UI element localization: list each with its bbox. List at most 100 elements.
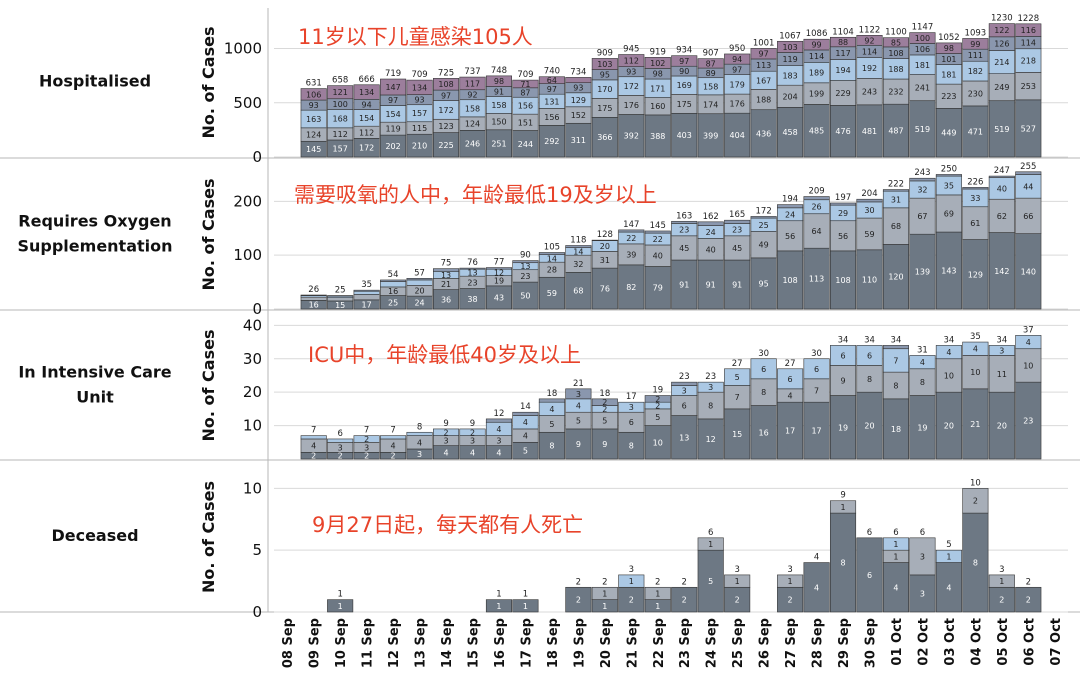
panel-3-segment-label: 10: [1023, 361, 1033, 370]
panel-3-segment-label: 3: [629, 403, 634, 412]
panel-2-segment-label: 22: [626, 234, 636, 243]
panel-3-segment-label: 4: [417, 438, 422, 447]
panel-1-bar-segment: [591, 58, 618, 70]
panel-2-segment-label: 16: [309, 301, 319, 310]
panel-1-bar-segment: [803, 38, 830, 51]
panel-1-segment-label: 199: [809, 90, 824, 99]
panel-2-bar-segment: [724, 259, 751, 310]
panel-1-segment-label: 97: [441, 91, 451, 100]
panel-4-total-label: 2: [655, 577, 660, 587]
panel-3-segment-label: 2: [391, 452, 396, 461]
panel-3-segment-label: 3: [470, 437, 475, 446]
panel-3-bar-segment: [750, 358, 777, 380]
panel-3-segment-label: 4: [311, 442, 316, 451]
panel-1-y-tick-label: 500: [233, 94, 262, 112]
panel-2-segment-label: 20: [600, 242, 610, 251]
panel-3-total-label: 7: [390, 426, 395, 436]
panel-2-segment-label: 120: [888, 273, 903, 282]
panel-2-segment-label: 40: [706, 245, 716, 254]
panel-2-total-label: 209: [808, 187, 824, 197]
panel-1-bar-segment: [353, 84, 380, 100]
panel-3-bar-segment: [432, 428, 460, 436]
panel-3-bar-segment: [724, 368, 751, 386]
panel-2-segment-label: 142: [994, 267, 1009, 276]
panel-2-bar-segment: [856, 198, 883, 203]
panel-3-bar-segment: [856, 345, 883, 366]
panel-2-bar-segment: [1015, 233, 1042, 310]
panel-2-y-tick-label: 200: [233, 192, 262, 210]
panel-3-segment-label: 4: [391, 442, 396, 451]
panel-4-bar-segment: [935, 549, 962, 563]
panel-4-bar-segment: [485, 599, 513, 613]
panel-2-bar-segment: [909, 197, 936, 235]
panel-1-segment-label: 225: [438, 141, 453, 150]
x-tick-label: 17 Sep: [519, 618, 534, 668]
panel-1-segment-label: 223: [941, 92, 956, 101]
panel-3-bar-segment: [1015, 381, 1042, 460]
panel-1-segment-label: 114: [1021, 39, 1036, 48]
panel-3-total-label: 21: [573, 379, 584, 389]
panel-3-total-label: 34: [996, 335, 1007, 345]
panel-3-segment-label: 3: [364, 443, 369, 452]
panel-3-annotation: ICU中，年龄最低40岁及以上: [308, 343, 581, 367]
panel-4-segment-label: 5: [708, 577, 713, 586]
panel-4-segment-label: 3: [920, 552, 925, 561]
panel-3-total-label: 34: [891, 335, 902, 345]
panel-1-segment-label: 117: [465, 79, 480, 88]
panel-4-segment-label: 1: [602, 589, 607, 598]
panel-4-segment-label: 1: [708, 540, 713, 549]
panel-4-total-label: 1: [523, 590, 528, 600]
panel-2-segment-label: 49: [759, 241, 769, 250]
panel-4-bar-segment: [697, 549, 724, 613]
panel-3-segment-label: 5: [549, 420, 554, 429]
panel-2-total-label: 35: [361, 280, 372, 290]
panel-3-bar-segment: [935, 358, 962, 393]
panel-4-bar-segment: [988, 574, 1015, 588]
panel-2-segment-label: 45: [732, 244, 742, 253]
panel-1-segment-label: 123: [438, 122, 453, 131]
panel-3-segment-label: 9: [602, 440, 607, 449]
panel-4-segment-label: 1: [655, 589, 660, 598]
x-tick-label: 01 Oct: [890, 618, 905, 666]
panel-2-bar-segment: [829, 202, 857, 206]
panel-3-segment-label: 23: [1023, 417, 1033, 426]
panel-1-segment-label: 103: [597, 60, 612, 69]
panel-4-segment-label: 1: [893, 540, 898, 549]
panel-2-bar-segment: [697, 221, 724, 226]
panel-1-bar-segment: [697, 113, 724, 158]
panel-3-bar-segment: [988, 345, 1015, 356]
panel-3-segment-label: 2: [602, 405, 607, 414]
panel-3-bar-segment: [697, 381, 724, 393]
panel-3-segment-label: 20: [864, 422, 874, 431]
panel-1-bar-segment: [538, 125, 565, 158]
panel-1-bar-segment: [856, 104, 883, 158]
panel-1-total-label: 1122: [859, 25, 881, 35]
panel-2-total-label: 75: [441, 259, 452, 269]
panel-2-bar-segment: [988, 175, 1015, 178]
panel-1-segment-label: 202: [385, 142, 400, 151]
panel-1-total-label: 907: [703, 49, 719, 59]
panel-1-bar-segment: [962, 38, 989, 50]
panel-2-bar-segment: [327, 295, 354, 297]
x-tick-label: 04 Oct: [969, 618, 984, 666]
panel-4-segment-label: 4: [946, 583, 951, 592]
panel-3-segment-label: 19: [838, 423, 848, 432]
panel-1-segment-label: 392: [624, 132, 639, 141]
panel-3-total-label: 8: [417, 422, 422, 432]
panel-1-bar-segment: [909, 32, 936, 44]
panel-4-total-label: 6: [920, 528, 925, 538]
panel-3-bar-segment: [565, 428, 592, 460]
x-tick-label: 03 Oct: [943, 618, 958, 666]
panel-2-segment-label: 14: [547, 254, 557, 263]
panel-2-total-label: 128: [597, 230, 613, 240]
panel-2-total-label: 255: [1020, 162, 1036, 172]
panel-1-bar-segment: [962, 105, 989, 158]
panel-4-segment-label: 1: [735, 577, 740, 586]
panel-2-bar-segment: [803, 213, 830, 249]
panel-1-total-label: 737: [464, 67, 480, 77]
panel-4-segment-label: 2: [973, 497, 978, 506]
panel-1-segment-label: 93: [573, 84, 583, 93]
panel-1-segment-label: 117: [835, 49, 850, 58]
x-tick-label: 06 Oct: [1022, 618, 1037, 666]
panel-1-total-label: 725: [438, 68, 454, 78]
